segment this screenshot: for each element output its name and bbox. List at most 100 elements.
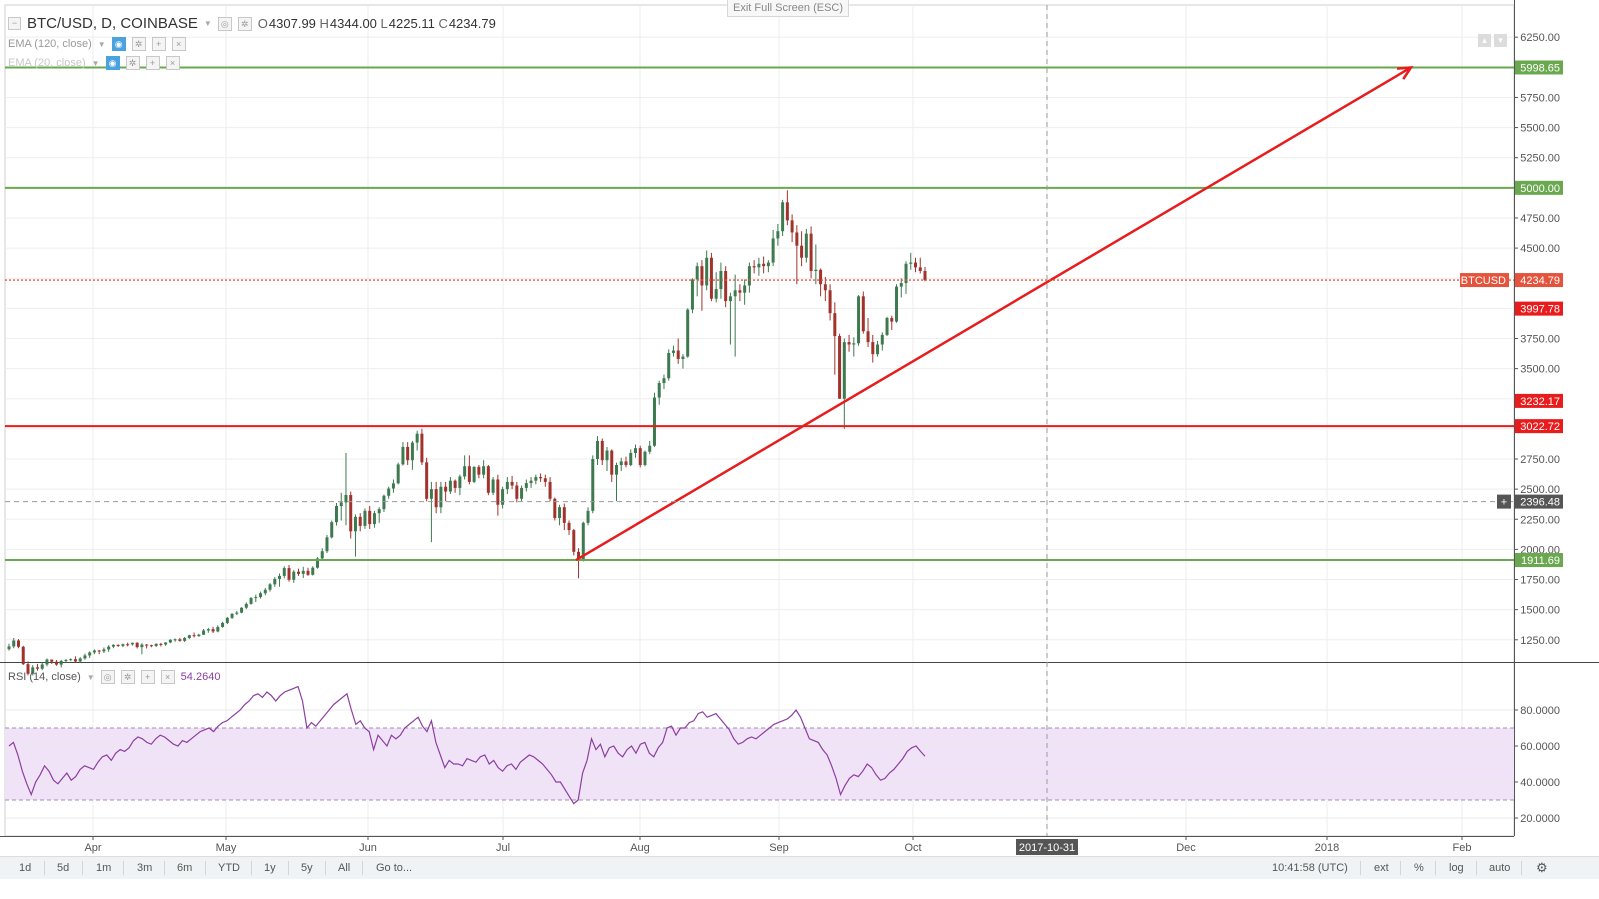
candle-body [168, 639, 172, 643]
chevron-down-icon[interactable]: ▼ [86, 672, 95, 682]
gear-icon[interactable]: ✲ [125, 56, 140, 70]
settings-icon[interactable]: ◎ [100, 670, 115, 684]
trend-line[interactable] [575, 66, 1412, 562]
time-tick-label: Aug [630, 842, 650, 854]
goto-button[interactable]: Go to... [376, 862, 413, 874]
candle-body [353, 516, 357, 532]
log-toggle[interactable]: log [1449, 862, 1464, 874]
crosshair-price-tag-text: 2396.48 [1520, 497, 1560, 509]
pane-up-icon[interactable]: ▴ [1478, 34, 1491, 47]
candle-body [885, 317, 889, 335]
clock-readout[interactable]: 10:41:58 (UTC) [1272, 862, 1348, 874]
pane-down-icon[interactable]: ▾ [1494, 34, 1507, 47]
range-3m-button[interactable]: 3m [137, 862, 153, 874]
chevron-down-icon[interactable]: ▼ [91, 58, 100, 68]
collapse-icon[interactable]: − [8, 17, 21, 30]
candle-body [444, 486, 448, 492]
gear-icon[interactable]: ✲ [131, 37, 146, 51]
candle-body [610, 450, 614, 475]
candle-body [197, 634, 201, 637]
ema-120-legend: EMA (120, close) ▼ ◉ ✲ + × [8, 37, 186, 51]
close-icon[interactable]: × [165, 56, 180, 70]
candle-body [633, 448, 637, 453]
plus-icon[interactable]: + [151, 37, 166, 51]
candle-body [273, 578, 277, 585]
chevron-down-icon[interactable]: ▼ [203, 19, 212, 28]
candle-body [396, 464, 400, 484]
price-tick-label: 6250.00 [1520, 32, 1560, 44]
gear-icon[interactable]: ⚙ [1536, 860, 1548, 875]
candle-body [349, 495, 353, 532]
candle-body [505, 481, 509, 490]
chevron-down-icon[interactable]: ▼ [97, 39, 106, 49]
candle-body [111, 644, 115, 647]
range-all-button[interactable]: All [338, 862, 351, 874]
candle-body [866, 331, 870, 343]
close-icon[interactable]: × [160, 670, 175, 684]
range-ytd-button[interactable]: YTD [218, 862, 240, 874]
eye-icon[interactable]: ◉ [111, 37, 126, 51]
plus-icon[interactable]: + [145, 56, 160, 70]
candle-body [154, 643, 158, 646]
candle-body [790, 220, 794, 233]
settings-icon[interactable]: ◎ [217, 16, 232, 31]
candle-body [804, 233, 808, 258]
candle-body [387, 488, 391, 496]
candle-body [880, 334, 884, 345]
rsi-tick-label: 20.0000 [1520, 813, 1560, 825]
candle-body [320, 551, 324, 559]
auto-toggle[interactable]: auto [1489, 862, 1511, 874]
candle-body [539, 477, 543, 479]
time-tick-label: 2018 [1315, 842, 1339, 854]
range-1m-button[interactable]: 1m [96, 862, 112, 874]
candle-body [662, 378, 666, 384]
candle-body [738, 290, 742, 293]
ema-20-label[interactable]: EMA (20, close) [8, 57, 86, 69]
candle-body [596, 440, 600, 459]
candle-body [700, 266, 704, 286]
candle-body [828, 290, 832, 314]
candle-body [420, 433, 424, 463]
close-icon[interactable]: × [171, 37, 186, 51]
candle-body [914, 262, 918, 268]
candle-body [429, 489, 433, 499]
candle-body [140, 644, 144, 648]
candle-body [12, 640, 16, 647]
price-tick-label: 1750.00 [1520, 575, 1560, 587]
candle-body [183, 637, 187, 641]
ext-toggle[interactable]: ext [1374, 862, 1389, 874]
gear-icon[interactable]: ✲ [120, 670, 135, 684]
gear-icon[interactable]: ✲ [237, 16, 252, 31]
candle-body [671, 350, 675, 353]
candle-body [809, 233, 813, 271]
plus-icon[interactable]: + [140, 670, 155, 684]
level-tag-5000.00 [1515, 180, 1563, 195]
candle-body [45, 659, 49, 665]
eye-icon[interactable]: ◉ [105, 56, 120, 70]
rsi-label[interactable]: RSI (14, close) [8, 671, 81, 683]
range-6m-button[interactable]: 6m [177, 862, 193, 874]
ema-120-label[interactable]: EMA (120, close) [8, 38, 92, 50]
price-tick-label: 5250.00 [1520, 153, 1560, 165]
percent-toggle[interactable]: % [1414, 862, 1424, 874]
candle-body [857, 296, 861, 344]
range-1y-button[interactable]: 1y [264, 862, 276, 874]
candle-body [282, 568, 286, 576]
range-5y-button[interactable]: 5y [301, 862, 313, 874]
crosshair-plus-button[interactable] [1497, 494, 1511, 509]
range-1d-button[interactable]: 1d [19, 862, 32, 874]
candle-body [629, 452, 633, 466]
level-tag-1911.69-text: 1911.69 [1521, 555, 1560, 567]
symbol-title[interactable]: BTC/USD, D, COINBASE [27, 15, 198, 32]
close-value: 4234.79 [448, 16, 496, 31]
ema-20-legend: EMA (20, close) ▼ ◉ ✲ + × [8, 56, 180, 70]
exit-fullscreen-button[interactable]: Exit Full Screen (ESC) [727, 0, 850, 17]
candle-body [358, 516, 362, 526]
candle-body [572, 530, 576, 552]
candle-body [126, 644, 130, 646]
candle-body [819, 269, 823, 285]
candle-body [26, 664, 30, 674]
candle-body [50, 659, 54, 662]
range-5d-button[interactable]: 5d [57, 862, 70, 874]
